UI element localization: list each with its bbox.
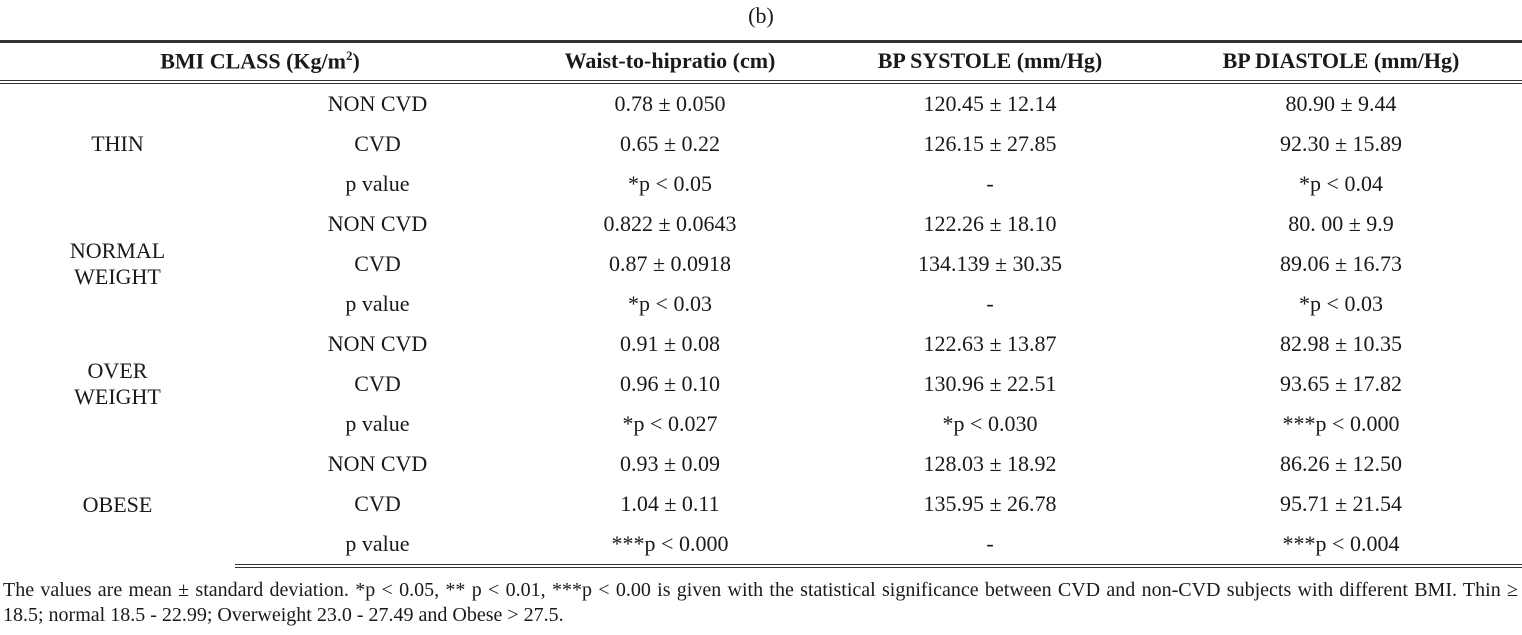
diastole-value: 95.71 ± 21.54 — [1279, 490, 1403, 516]
table-caption: (b) — [748, 3, 774, 28]
systole-value: 126.15 ± 27.85 — [923, 130, 1057, 156]
bmi-class-cell: OVER WEIGHT — [0, 324, 235, 444]
header-bmi-close: ) — [352, 48, 360, 74]
bmi-class-line2: WEIGHT — [74, 383, 161, 409]
diastole-value: 92.30 ± 15.89 — [1279, 130, 1403, 156]
row-label: p value — [235, 523, 520, 568]
table-row: p value *p < 0.03 - *p < 0.03 — [0, 284, 1522, 324]
diastole-value: 82.98 ± 10.35 — [1279, 330, 1403, 356]
row-label: CVD — [354, 130, 401, 156]
waist-value: 1.04 ± 0.11 — [620, 490, 720, 516]
header-diastole: BP DIASTOLE (mm/Hg) — [1222, 48, 1460, 74]
waist-value: 0.87 ± 0.0918 — [608, 250, 732, 276]
header-bmi-class: BMI CLASS (Kg/m2) — [0, 42, 520, 82]
row-label: p value — [345, 410, 410, 436]
systole-value: 134.139 ± 30.35 — [917, 250, 1063, 276]
table-row: p value *p < 0.027 *p < 0.030 ***p < 0.000 — [0, 404, 1522, 444]
waist-value: 0.91 ± 0.08 — [619, 330, 721, 356]
row-label: CVD — [354, 490, 401, 516]
row-label: NON CVD — [327, 330, 428, 356]
waist-value: 0.78 ± 0.050 — [614, 90, 726, 116]
systole-value: - — [986, 290, 994, 316]
row-label: p value — [345, 170, 410, 196]
table-row: OBESE NON CVD 0.93 ± 0.09 128.03 ± 18.92 86.… — [0, 444, 1522, 517]
diastole-value: *p < 0.04 — [1299, 170, 1383, 196]
bmi-class-cell: OBESE — [0, 444, 235, 566]
waist-value: 0.96 ± 0.10 — [619, 370, 721, 396]
systole-value: 128.03 ± 18.92 — [923, 450, 1057, 476]
systole-value: - — [986, 170, 994, 196]
waist-value: 0.93 ± 0.09 — [619, 450, 721, 476]
header-waist: Waist-to-hipratio (cm) — [564, 48, 776, 74]
waist-value: *p < 0.05 — [628, 170, 712, 196]
systole-value: 135.95 ± 26.78 — [923, 490, 1057, 516]
diastole-value: ***p < 0.000 — [1282, 410, 1400, 436]
waist-value: 0.65 ± 0.22 — [619, 130, 721, 156]
bmi-class-line1: THIN — [91, 130, 144, 156]
diastole-value: 86.26 ± 12.50 — [1279, 450, 1403, 476]
row-label: NON CVD — [327, 90, 428, 116]
row-label: CVD — [354, 250, 401, 276]
bmi-table: BMI CLASS (Kg/m2) Waist-to-hipratio (cm)… — [0, 40, 1522, 568]
systole-value: 122.26 ± 18.10 — [923, 210, 1057, 236]
diastole-value: 89.06 ± 16.73 — [1279, 250, 1403, 276]
waist-value: 0.822 ± 0.0643 — [603, 210, 737, 236]
waist-value: *p < 0.027 — [622, 410, 718, 436]
header-systole: BP SYSTOLE (mm/Hg) — [877, 48, 1103, 74]
table-row: THIN NON CVD 0.78 ± 0.050 120.45 ± 12.14 80.… — [0, 82, 1522, 156]
systole-value: - — [820, 523, 1160, 568]
waist-value: ***p < 0.000 — [520, 523, 820, 568]
row-label: NON CVD — [327, 210, 428, 236]
systole-value: 130.96 ± 22.51 — [923, 370, 1057, 396]
header-row: BMI CLASS (Kg/m2) Waist-to-hipratio (cm)… — [0, 41, 1522, 82]
bmi-class-line1: OVER — [87, 357, 148, 383]
header-bmi-text: BMI CLASS (Kg/m — [160, 48, 346, 74]
row-label: CVD — [354, 370, 401, 396]
bmi-class-line2: WEIGHT — [74, 263, 161, 289]
table-row: OVER WEIGHT NON CVD 0.91 ± 0.08 122.63 ± 13.… — [0, 324, 1522, 409]
bmi-class-cell: THIN — [0, 82, 235, 204]
table-row: p value ***p < 0.000- ***p < 0.004 — [0, 523, 1522, 568]
table-row: p value *p < 0.05 - *p < 0.04 — [0, 164, 1522, 204]
footnote: The values are mean ± standard deviation… — [3, 579, 1518, 626]
table-row: CVD 0.87 ± 0.0918 134.139 ± 30.35 89.06 ± 1… — [0, 244, 1522, 284]
table-row: NORMAL WEIGHT NON CVD 0.822 ± 0.0643 122.26 … — [0, 204, 1522, 289]
header-bmi-sup: 2 — [345, 48, 353, 64]
bmi-class-line1: NORMAL — [69, 237, 166, 263]
waist-value: *p < 0.03 — [628, 290, 712, 316]
diastole-value: ***p < 0.004 — [1160, 523, 1522, 568]
diastole-value: 93.65 ± 17.82 — [1279, 370, 1403, 396]
bmi-class-cell: NORMAL WEIGHT — [0, 204, 235, 324]
table-row: CVD 1.04 ± 0.11 135.95 ± 26.78 95.71 ± 21.5… — [0, 484, 1522, 524]
systole-value: 122.63 ± 13.87 — [923, 330, 1057, 356]
bmi-class-line1: OBESE — [82, 491, 153, 517]
table-row: CVD 0.96 ± 0.10 130.96 ± 22.51 93.65 ± 17.8… — [0, 364, 1522, 404]
diastole-value: 80.90 ± 9.44 — [1285, 90, 1397, 116]
row-label: NON CVD — [327, 450, 428, 476]
table-row: CVD 0.65 ± 0.22 126.15 ± 27.85 92.30 ± 15.8… — [0, 124, 1522, 164]
diastole-value: 80. 00 ± 9.9 — [1288, 210, 1394, 236]
systole-value: 120.45 ± 12.14 — [923, 90, 1057, 116]
row-label: p value — [345, 290, 410, 316]
diastole-value: *p < 0.03 — [1299, 290, 1383, 316]
systole-value: *p < 0.030 — [942, 410, 1038, 436]
